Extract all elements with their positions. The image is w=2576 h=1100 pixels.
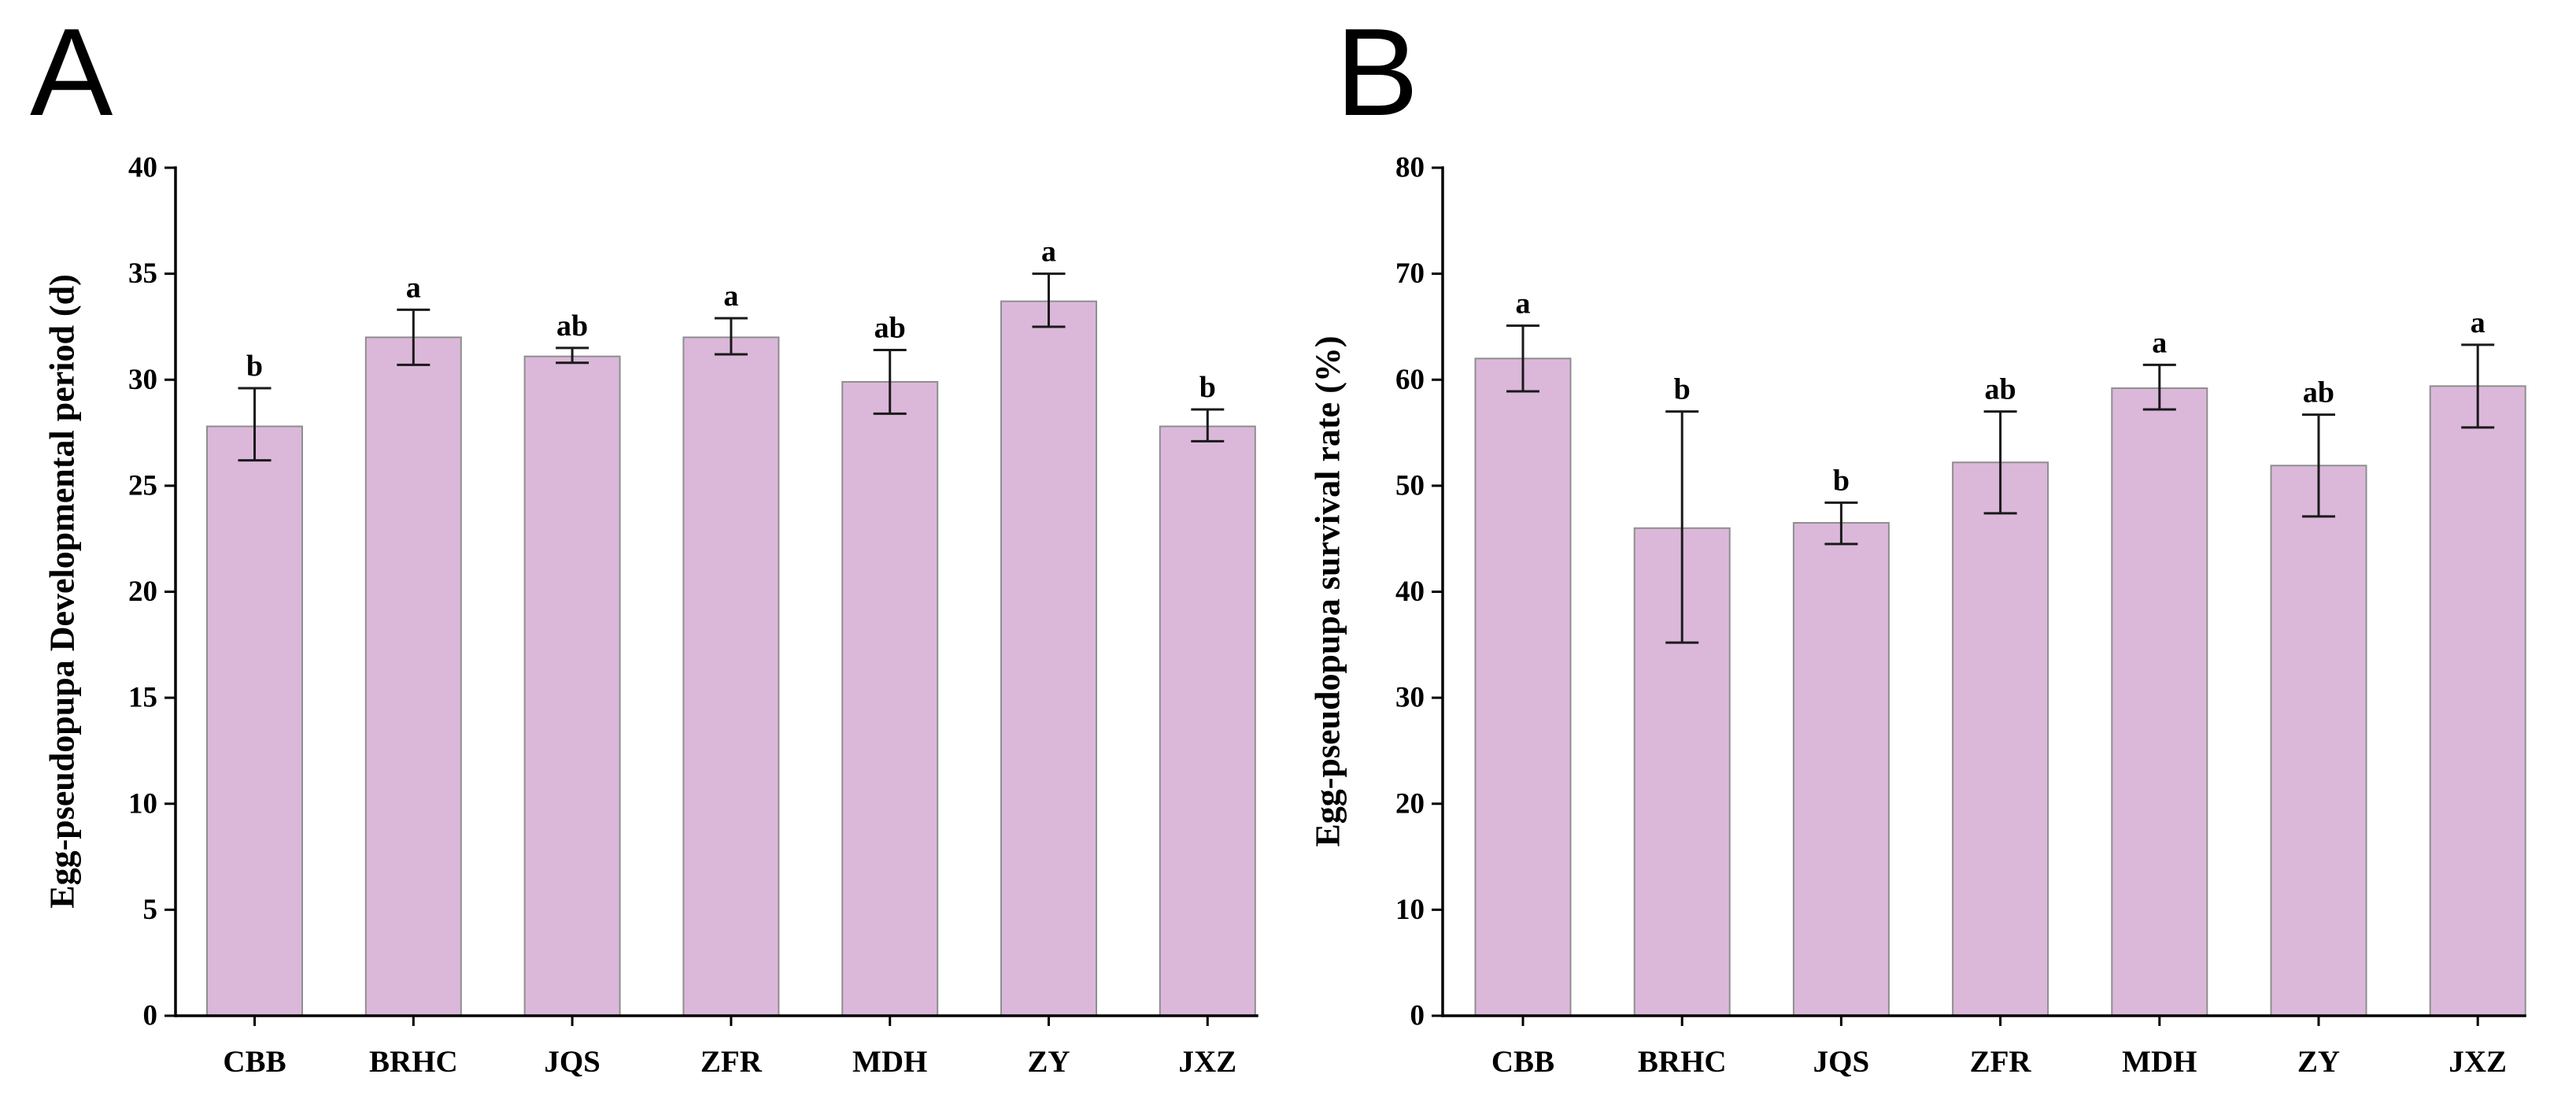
- x-tick-label-zfr: ZFR: [1970, 1045, 2032, 1079]
- error-bar-zy: [1032, 272, 1066, 328]
- x-tick-label-jxz: JXZ: [1178, 1045, 1236, 1079]
- significance-letter-cbb: b: [246, 350, 263, 383]
- error-bar-mdh: [2142, 363, 2176, 411]
- significance-letter-jxz: a: [2471, 306, 2485, 339]
- y-tick-label: 30: [1395, 682, 1425, 714]
- y-tick-label: 20: [128, 576, 157, 608]
- x-tick-label-zfr: ZFR: [700, 1045, 763, 1079]
- significance-letter-mdh: ab: [874, 312, 906, 345]
- error-bar-zfr: [1983, 410, 2017, 515]
- bar-mdh: [2111, 387, 2208, 1017]
- y-tick-label: 80: [1395, 152, 1425, 184]
- y-tick-label: 35: [128, 257, 157, 290]
- y-tick-label: 40: [1395, 576, 1425, 608]
- significance-letter-jqs: b: [1833, 464, 1850, 497]
- error-bar-zy: [2302, 413, 2335, 518]
- x-tick-label-zy: ZY: [1027, 1045, 1070, 1079]
- y-tick-label: 50: [1395, 469, 1425, 502]
- y-tick-label: 25: [128, 469, 157, 502]
- error-bar-jxz: [1191, 408, 1225, 443]
- x-tick-label-zy: ZY: [2297, 1045, 2340, 1079]
- error-bar-jxz: [2461, 343, 2495, 429]
- y-tick-label: 5: [143, 894, 158, 926]
- significance-letter-zfr: ab: [1985, 373, 2016, 406]
- error-bar-jqs: [1824, 501, 1858, 546]
- significance-letter-mdh: a: [2152, 326, 2167, 359]
- bar-cbb: [206, 425, 303, 1017]
- significance-letter-zy: a: [1041, 235, 1056, 269]
- y-tick-label: 15: [128, 682, 157, 714]
- significance-letter-brhc: a: [406, 271, 421, 304]
- chart-panel-a: Ab CBB a BRHC ab JQS a ZFR ab MDH a ZY b JXZ 0 5 10 15 20 2…: [30, 3, 1258, 1079]
- error-bar-cbb: [238, 387, 272, 462]
- y-tick-label: 0: [1410, 1000, 1425, 1032]
- bar-jqs: [1792, 521, 1890, 1017]
- significance-letter-zy: ab: [2303, 376, 2334, 409]
- bar-zfr: [682, 336, 780, 1017]
- y-tick-label: 20: [1395, 787, 1425, 820]
- bar-zfr: [1952, 461, 2049, 1017]
- y-tick-label: 60: [1395, 364, 1425, 396]
- bar-jqs: [523, 355, 621, 1017]
- bar-cbb: [1474, 357, 1572, 1017]
- significance-letter-jqs: ab: [556, 309, 588, 343]
- significance-letter-brhc: b: [1674, 373, 1691, 406]
- significance-letter-cbb: a: [1516, 287, 1531, 320]
- y-axis-label: Egg-pseudopupa Developmental period (d): [43, 274, 82, 909]
- x-tick-label-mdh: MDH: [2122, 1045, 2197, 1079]
- y-tick-label: 30: [128, 364, 157, 396]
- y-tick-label: 40: [128, 152, 157, 184]
- significance-letter-zfr: a: [723, 280, 738, 313]
- bar-jxz: [1159, 425, 1256, 1017]
- x-tick-label-jxz: JXZ: [2448, 1045, 2507, 1079]
- error-bar-mdh: [873, 349, 907, 415]
- panel-label: A: [30, 3, 113, 142]
- y-axis-label: Egg-pseudopupa survival rate (%): [1309, 335, 1347, 846]
- x-tick-label-cbb: CBB: [223, 1045, 286, 1079]
- x-tick-label-cbb: CBB: [1491, 1045, 1554, 1079]
- bar-jxz: [2429, 385, 2526, 1017]
- bar-brhc: [364, 336, 462, 1017]
- error-bar-zfr: [714, 317, 748, 356]
- error-bar-brhc: [397, 308, 431, 366]
- bar-mdh: [841, 380, 939, 1017]
- bar-zy: [2270, 465, 2367, 1017]
- error-bar-brhc: [1665, 410, 1699, 644]
- x-tick-label-jqs: JQS: [544, 1045, 601, 1079]
- y-tick-label: 10: [128, 787, 157, 820]
- error-bar-jqs: [556, 346, 589, 365]
- chart-panel-b: Ba CBB b BRHC b JQS ab ZFR a MDH ab ZY a JXZ 0 10 20 30 40…: [1309, 3, 2526, 1079]
- x-tick-label-mdh: MDH: [852, 1045, 927, 1079]
- y-tick-label: 10: [1395, 894, 1425, 926]
- error-bar-cbb: [1506, 324, 1539, 393]
- y-tick-label: 0: [143, 1000, 158, 1032]
- y-tick-label: 70: [1395, 257, 1425, 290]
- x-tick-label-brhc: BRHC: [1638, 1045, 1727, 1079]
- significance-letter-jxz: b: [1199, 371, 1216, 404]
- bar-zy: [1000, 300, 1097, 1017]
- x-tick-label-jqs: JQS: [1813, 1045, 1870, 1079]
- panel-label: B: [1336, 3, 1418, 142]
- x-tick-label-brhc: BRHC: [369, 1045, 458, 1079]
